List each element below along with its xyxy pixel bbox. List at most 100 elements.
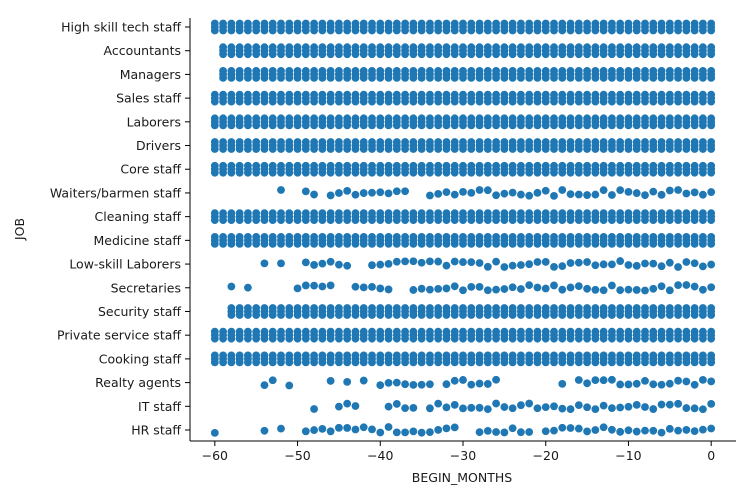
data-point bbox=[227, 74, 236, 82]
data-point bbox=[574, 121, 583, 130]
data-point bbox=[384, 239, 393, 248]
data-point bbox=[574, 50, 583, 59]
data-point bbox=[417, 50, 426, 59]
data-point bbox=[483, 50, 492, 59]
data-point bbox=[210, 239, 219, 248]
data-point bbox=[525, 216, 534, 225]
data-point bbox=[235, 358, 244, 367]
data-point bbox=[624, 358, 633, 367]
data-point bbox=[492, 97, 500, 106]
data-point bbox=[467, 380, 476, 389]
data-point bbox=[483, 405, 492, 414]
data-point bbox=[426, 428, 434, 437]
data-point bbox=[409, 168, 418, 177]
data-point bbox=[426, 145, 434, 153]
data-point bbox=[665, 26, 674, 35]
data-point bbox=[657, 380, 666, 389]
data-point bbox=[318, 145, 327, 153]
data-point bbox=[508, 261, 517, 270]
data-point bbox=[690, 404, 699, 413]
data-point bbox=[335, 260, 343, 269]
y-tick-label: Laborers bbox=[127, 114, 181, 129]
data-point bbox=[459, 168, 467, 177]
data-point bbox=[326, 191, 335, 200]
data-point bbox=[227, 358, 236, 367]
data-point bbox=[417, 334, 426, 343]
data-point bbox=[301, 187, 310, 196]
data-point bbox=[442, 97, 451, 106]
data-point bbox=[475, 26, 484, 35]
data-point bbox=[376, 260, 385, 269]
data-point bbox=[541, 403, 550, 412]
data-point bbox=[492, 121, 500, 130]
data-point bbox=[657, 311, 666, 319]
data-point bbox=[508, 50, 517, 59]
data-point bbox=[318, 239, 327, 248]
data-point bbox=[260, 358, 269, 367]
data-point bbox=[301, 216, 310, 225]
data-point bbox=[384, 50, 393, 59]
data-point bbox=[335, 311, 343, 319]
data-point bbox=[351, 121, 360, 130]
data-point bbox=[384, 168, 393, 177]
data-point bbox=[459, 239, 467, 248]
data-point bbox=[210, 97, 219, 106]
data-point bbox=[285, 334, 294, 343]
data-point bbox=[409, 358, 418, 367]
data-point bbox=[525, 97, 534, 106]
data-point bbox=[517, 74, 525, 82]
data-point bbox=[368, 145, 376, 153]
data-point bbox=[500, 50, 509, 59]
data-point bbox=[525, 145, 534, 153]
data-point bbox=[293, 50, 302, 59]
data-point bbox=[649, 97, 658, 106]
data-point bbox=[442, 188, 451, 197]
data-point bbox=[657, 282, 666, 291]
data-point bbox=[459, 145, 467, 153]
data-point bbox=[434, 334, 443, 343]
data-point bbox=[517, 358, 525, 367]
data-point bbox=[434, 189, 443, 198]
data-point bbox=[632, 379, 641, 388]
data-point bbox=[351, 74, 360, 82]
data-point bbox=[442, 358, 451, 367]
data-point bbox=[392, 334, 401, 343]
data-point bbox=[616, 380, 625, 389]
data-point bbox=[550, 74, 558, 82]
data-point bbox=[649, 168, 658, 177]
data-point bbox=[690, 74, 699, 82]
data-point bbox=[533, 50, 542, 59]
data-point bbox=[608, 260, 616, 269]
data-point bbox=[252, 97, 261, 106]
data-point bbox=[475, 168, 484, 177]
data-point bbox=[641, 191, 649, 200]
data-point bbox=[252, 358, 261, 367]
data-point bbox=[475, 145, 484, 153]
data-point bbox=[351, 50, 360, 59]
data-point bbox=[475, 186, 484, 194]
data-point bbox=[409, 257, 418, 266]
data-point bbox=[591, 285, 600, 294]
data-point bbox=[351, 216, 360, 225]
data-point bbox=[500, 121, 509, 130]
data-point bbox=[376, 168, 385, 177]
data-point bbox=[508, 311, 517, 319]
data-point bbox=[252, 74, 261, 82]
data-point bbox=[500, 216, 509, 225]
data-point bbox=[450, 334, 459, 343]
data-point bbox=[583, 258, 591, 266]
data-point bbox=[608, 311, 616, 319]
data-point bbox=[682, 26, 691, 35]
data-point bbox=[483, 286, 492, 295]
data-point bbox=[492, 50, 500, 59]
data-point bbox=[318, 282, 327, 291]
data-point bbox=[401, 145, 409, 153]
data-point bbox=[426, 285, 434, 294]
data-point bbox=[384, 378, 393, 387]
data-point bbox=[384, 145, 393, 153]
data-point bbox=[318, 259, 327, 268]
data-point bbox=[475, 216, 484, 225]
data-point bbox=[285, 145, 294, 153]
data-point bbox=[616, 216, 625, 225]
data-point bbox=[583, 168, 591, 177]
